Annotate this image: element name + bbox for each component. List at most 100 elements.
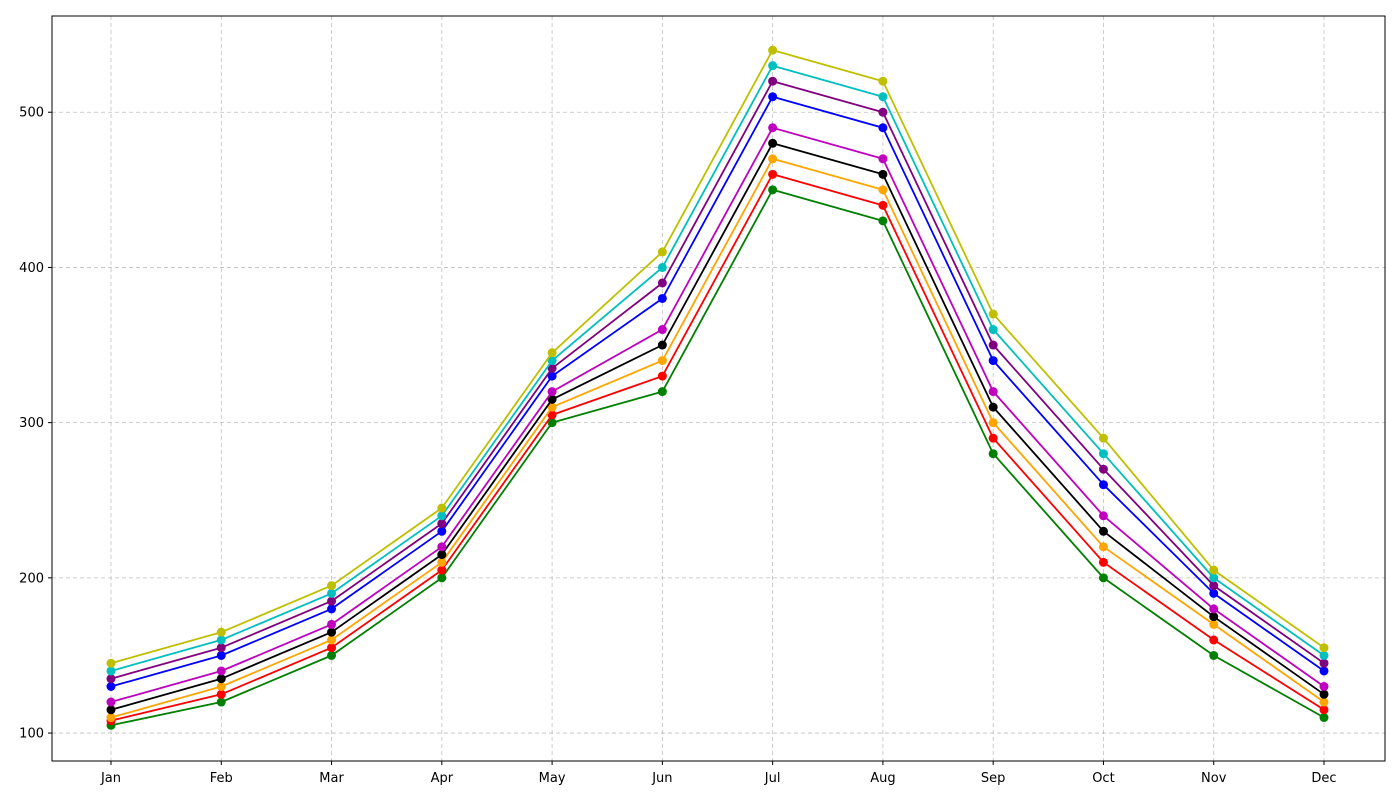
x-tick-label: Jan [100,771,121,786]
data-point [1319,705,1329,715]
data-point [547,387,557,397]
data-point [988,356,998,366]
series-line [110,95,1325,688]
data-point [327,619,337,629]
data-point [106,697,116,707]
data-point [768,154,778,164]
data-point [216,666,226,676]
data-point [768,76,778,86]
data-point [547,402,557,412]
data-point [106,658,116,668]
data-point [988,449,998,459]
data-point [988,433,998,443]
x-tick-label: Jun [651,771,672,786]
data-point [657,293,667,303]
data-point [106,666,116,676]
data-point [1098,464,1108,474]
data-point [327,604,337,614]
data-point [988,387,998,397]
data-point [327,643,337,653]
data-point [216,627,226,637]
data-point [1209,612,1219,622]
series-5 [106,123,1329,707]
data-point [988,340,998,350]
x-tick-label: May [539,771,566,786]
data-point [768,169,778,179]
data-point [547,394,557,404]
data-point [216,697,226,707]
data-point [106,713,116,723]
data-point [1319,713,1329,723]
data-point [437,542,447,552]
series-line [110,188,1325,727]
data-point [437,503,447,513]
data-point [216,643,226,653]
axis-layer: Jan Feb Mar Apr May Jun Jul Aug Sep Oct Nov Dec 100 2… [19,15,1386,786]
data-point [437,511,447,521]
data-point [216,689,226,699]
data-point [1319,666,1329,676]
data-point [1209,604,1219,614]
data-point [547,418,557,428]
x-tick-label: Oct [1092,771,1114,786]
data-point [1209,581,1219,591]
series-line [110,173,1325,722]
x-tick-label: Aug [870,771,895,786]
data-point [547,371,557,381]
x-tick-label: Mar [319,771,344,786]
data-point [1319,658,1329,668]
x-tick-label: Apr [431,771,454,786]
data-point [1319,689,1329,699]
data-point [327,588,337,598]
data-point [216,674,226,684]
data-point [768,123,778,133]
data-point [547,356,557,366]
data-point [106,674,116,684]
data-point [878,216,888,226]
y-tick-label: 300 [19,416,44,431]
data-point [768,138,778,148]
data-point [547,410,557,420]
x-tick-label: Jul [764,771,781,786]
data-point [657,278,667,288]
data-point [878,154,888,164]
data-point [988,402,998,412]
y-tick-label: 200 [19,571,44,586]
data-point [768,61,778,71]
x-tick-label: Dec [1311,771,1336,786]
data-point [1098,511,1108,521]
data-point [1209,565,1219,575]
series-7 [106,76,1329,684]
series-line [110,126,1325,703]
series-9 [106,45,1329,668]
series-3 [106,154,1329,723]
data-point [878,76,888,86]
data-point [437,519,447,529]
data-point [657,387,667,397]
y-tick-label: 400 [19,261,44,276]
grid-layer [52,16,1385,761]
data-point [878,200,888,210]
data-point [1209,619,1219,629]
data-point [657,325,667,335]
y-tick-label: 100 [19,727,44,742]
series-line [110,49,1325,665]
data-point [1098,480,1108,490]
x-tick-label: Nov [1201,771,1227,786]
series-layer [106,45,1329,730]
y-tick-label: 500 [19,106,44,121]
data-point [327,581,337,591]
series-8 [106,61,1329,676]
x-tick-label: Feb [210,771,233,786]
data-point [1319,697,1329,707]
data-point [768,92,778,102]
data-point [878,185,888,195]
data-point [216,635,226,645]
data-point [988,418,998,428]
data-point [1098,526,1108,536]
data-point [768,45,778,55]
data-point [1319,682,1329,691]
data-point [657,262,667,272]
data-point [547,348,557,358]
